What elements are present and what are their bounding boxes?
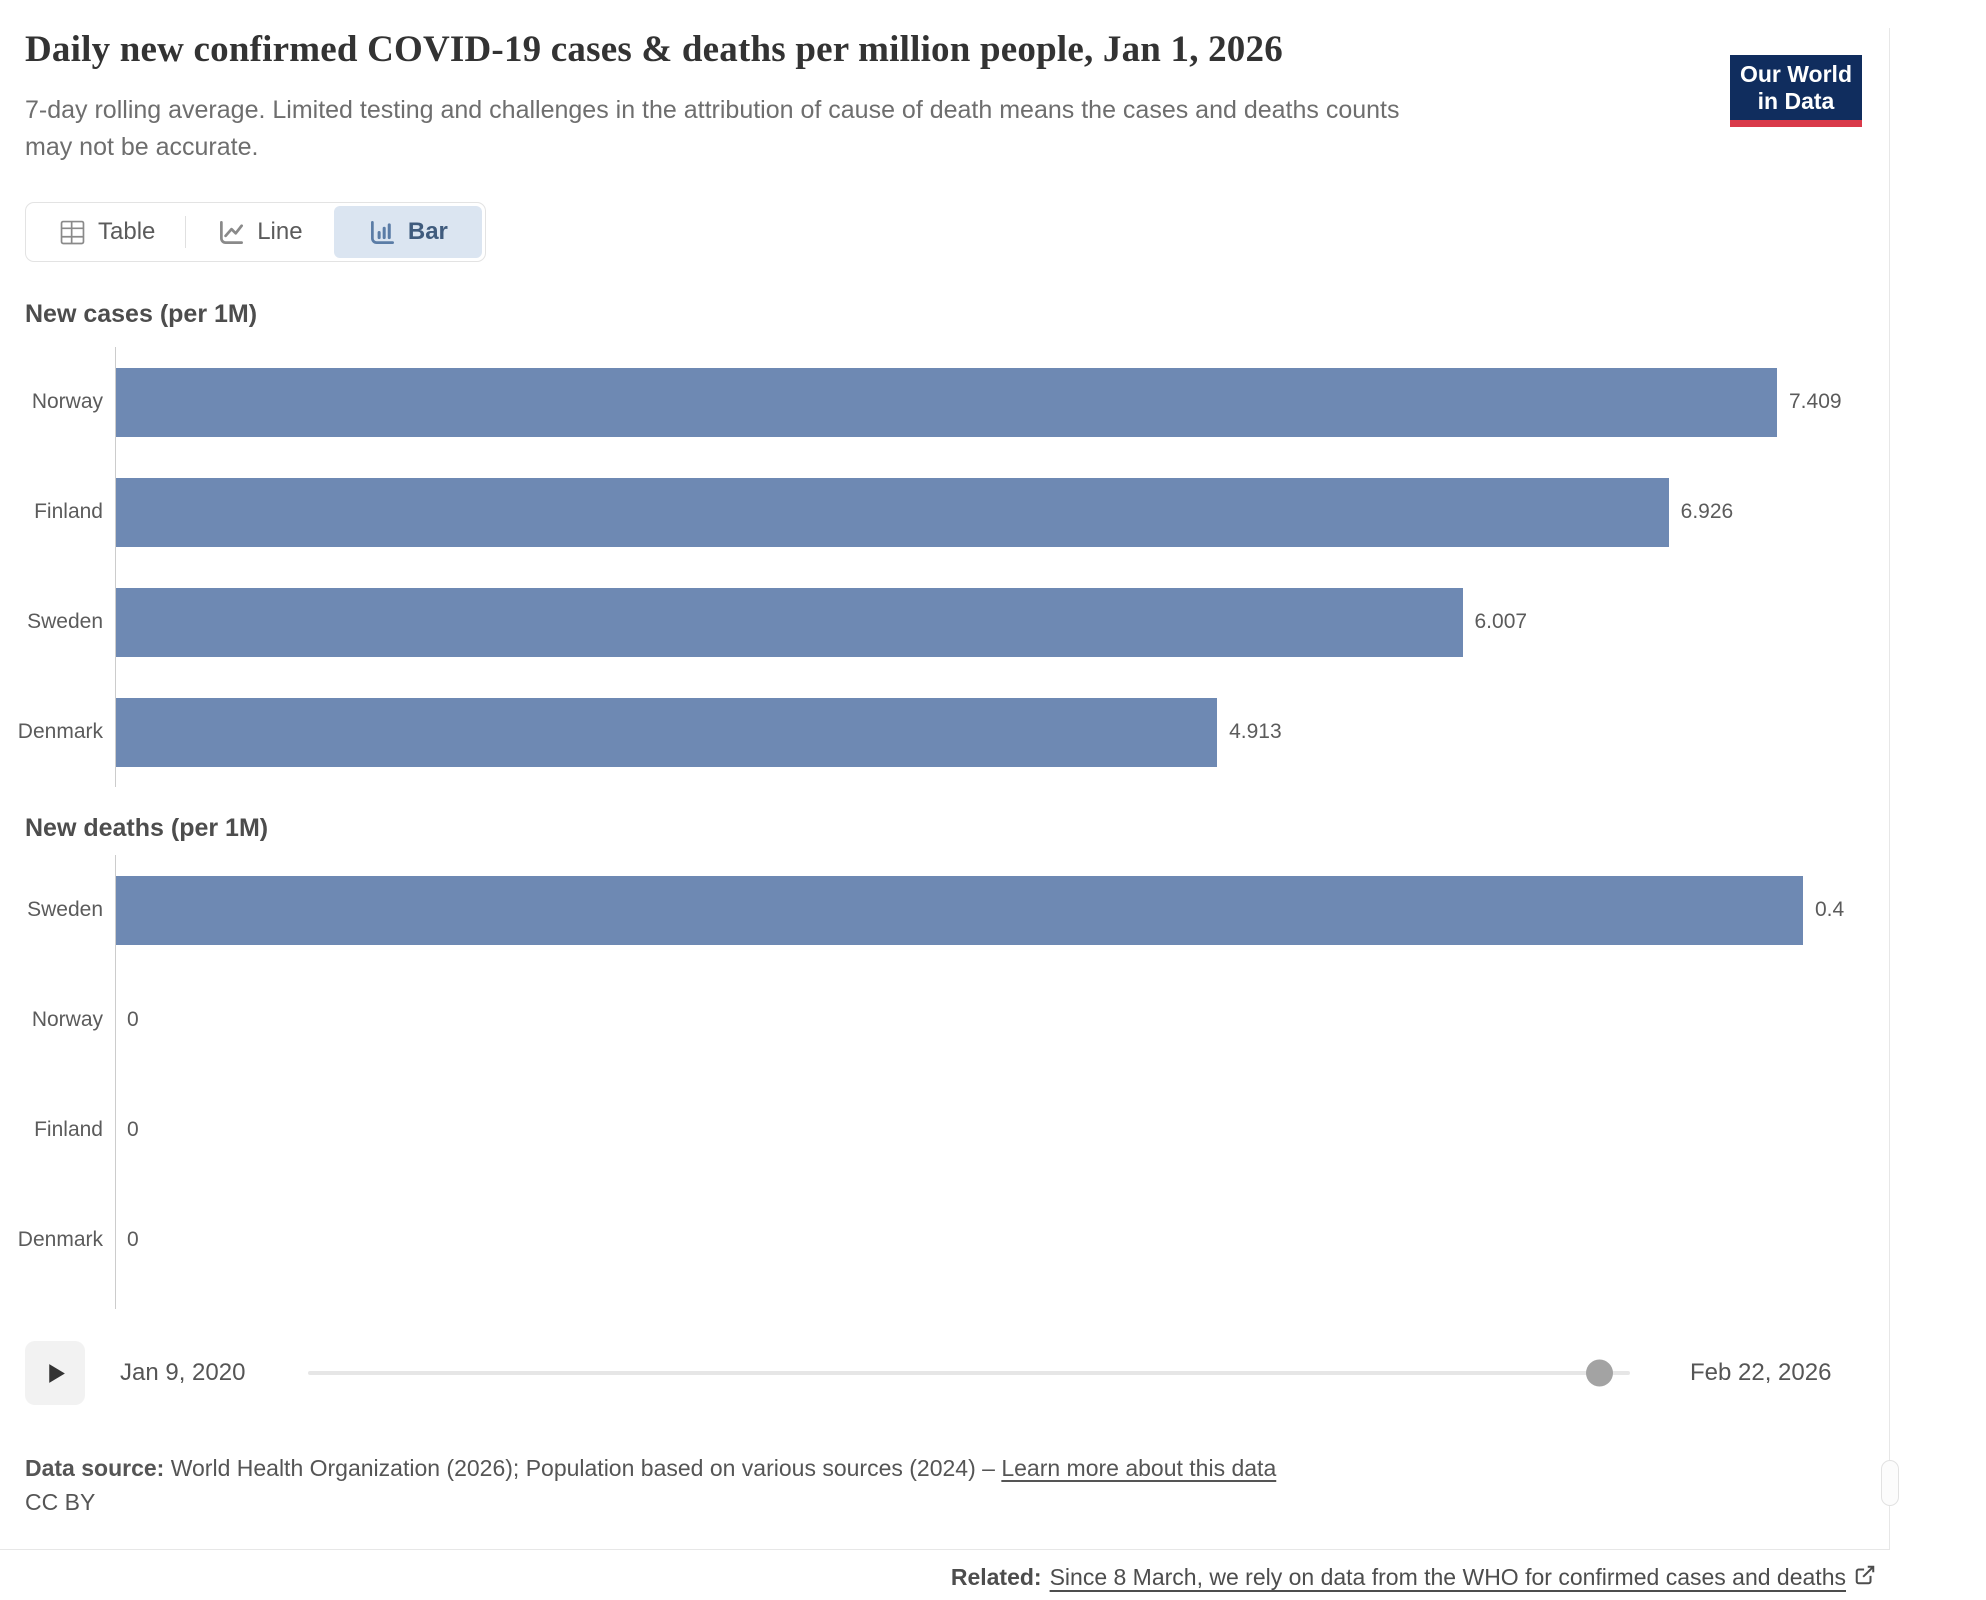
bar-row-sweden: Sweden 6.007: [0, 567, 1890, 677]
country-label: Finland: [34, 1118, 103, 1142]
value-label: 6.926: [1680, 500, 1734, 524]
country-label: Norway: [31, 390, 103, 414]
value-label: 4.913: [1229, 720, 1282, 744]
country-label: Finland: [34, 500, 103, 524]
data-source-text: World Health Organization (2026); Popula…: [170, 1455, 976, 1482]
country-label: Denmark: [17, 720, 103, 744]
deaths-section-title: New deaths (per 1M): [25, 814, 269, 843]
bar-area: 0: [115, 1075, 1890, 1185]
bar-finland[interactable]: [115, 477, 1669, 547]
data-source-label: Data source:: [25, 1455, 165, 1482]
tab-bar[interactable]: Bar: [334, 206, 483, 259]
value-label: 0: [127, 1008, 139, 1032]
bar-denmark[interactable]: [115, 697, 1218, 767]
value-label: 0: [127, 1118, 139, 1142]
bar-row-sweden: Sweden 0.4: [0, 855, 1890, 965]
bar-norway[interactable]: [115, 367, 1777, 437]
bar-area: 7.409: [115, 347, 1890, 457]
bar-row-denmark: Denmark 0: [0, 1185, 1890, 1295]
line-chart-icon: [218, 219, 245, 246]
timeline-end-date[interactable]: Feb 22, 2026: [1690, 1359, 1832, 1387]
tab-table-label: Table: [98, 218, 156, 246]
scrollbar-thumb[interactable]: [1881, 1460, 1899, 1506]
external-link-icon: [1854, 1564, 1876, 1592]
learn-more-link[interactable]: Learn more about this data: [1001, 1455, 1277, 1482]
bar-row-norway: Norway 7.409: [0, 347, 1890, 457]
tab-bar-label: Bar: [407, 218, 448, 246]
country-label: Sweden: [27, 898, 103, 922]
value-label: 0: [127, 1228, 139, 1252]
country-label: Norway: [31, 1008, 103, 1032]
view-tab-group: Table Line Bar: [25, 202, 487, 263]
tab-table[interactable]: Table: [29, 206, 185, 258]
table-icon: [59, 219, 86, 246]
bar-row-denmark: Denmark 4.913: [0, 677, 1890, 787]
owid-logo-line2: in Data: [1757, 87, 1835, 114]
value-label: 7.409: [1789, 390, 1842, 414]
tab-divider: [185, 216, 187, 249]
owid-logo-line1: Our World: [1739, 60, 1852, 87]
related-link[interactable]: Since 8 March, we rely on data from the …: [1049, 1564, 1846, 1590]
timeline-start-date[interactable]: Jan 9, 2020: [120, 1359, 246, 1387]
chart-subtitle: 7-day rolling average. Limited testing a…: [25, 96, 1400, 162]
timeline: Jan 9, 2020 Feb 22, 2026: [0, 1341, 1889, 1406]
page-title: Daily new confirmed COVID-19 cases & dea…: [25, 29, 1283, 70]
grapher-frame: Daily new confirmed COVID-19 cases & dea…: [0, 28, 1890, 1600]
bar-row-norway: Norway 0: [0, 965, 1890, 1075]
timeline-slider[interactable]: [308, 1359, 1630, 1387]
timeline-slider-handle[interactable]: [1585, 1359, 1613, 1387]
bar-area: 6.926: [115, 457, 1890, 567]
deaths-bar-chart: Sweden 0.4 Norway 0 Finland 0 Denmark 0: [0, 855, 1890, 1310]
bar-sweden[interactable]: [115, 875, 1803, 945]
value-label: 6.007: [1474, 610, 1528, 634]
bar-sweden[interactable]: [115, 587, 1463, 657]
play-button[interactable]: [25, 1341, 85, 1406]
bar-row-finland: Finland 0: [0, 1075, 1890, 1185]
value-label: 0.4: [1815, 898, 1845, 922]
country-label: Denmark: [17, 1228, 103, 1252]
tab-line[interactable]: Line: [186, 206, 334, 258]
cases-bar-chart: Norway 7.409 Finland 6.926 Sweden 6.007 Denmar…: [0, 347, 1890, 788]
tab-line-label: Line: [257, 218, 303, 246]
bar-row-finland: Finland 6.926: [0, 457, 1890, 567]
license-label: CC BY: [25, 1489, 96, 1516]
bar-area: 6.007: [115, 567, 1890, 677]
bar-area: 0.4: [115, 855, 1890, 965]
bar-chart-icon: [369, 219, 396, 246]
bar-area: 0: [115, 1185, 1890, 1295]
bar-area: 4.913: [115, 677, 1890, 787]
owid-logo[interactable]: Our World in Data: [1730, 55, 1862, 127]
bar-area: 0: [115, 965, 1890, 1075]
related-label: Related:: [950, 1564, 1042, 1590]
related-bar: Related: Since 8 March, we rely on data …: [0, 1549, 1890, 1600]
data-source-line: Data source: World Health Organization (…: [25, 1451, 1889, 1485]
cases-section-title: New cases (per 1M): [25, 300, 258, 329]
data-source-separator: –: [982, 1455, 995, 1482]
play-icon: [43, 1361, 68, 1386]
country-label: Sweden: [27, 610, 103, 634]
